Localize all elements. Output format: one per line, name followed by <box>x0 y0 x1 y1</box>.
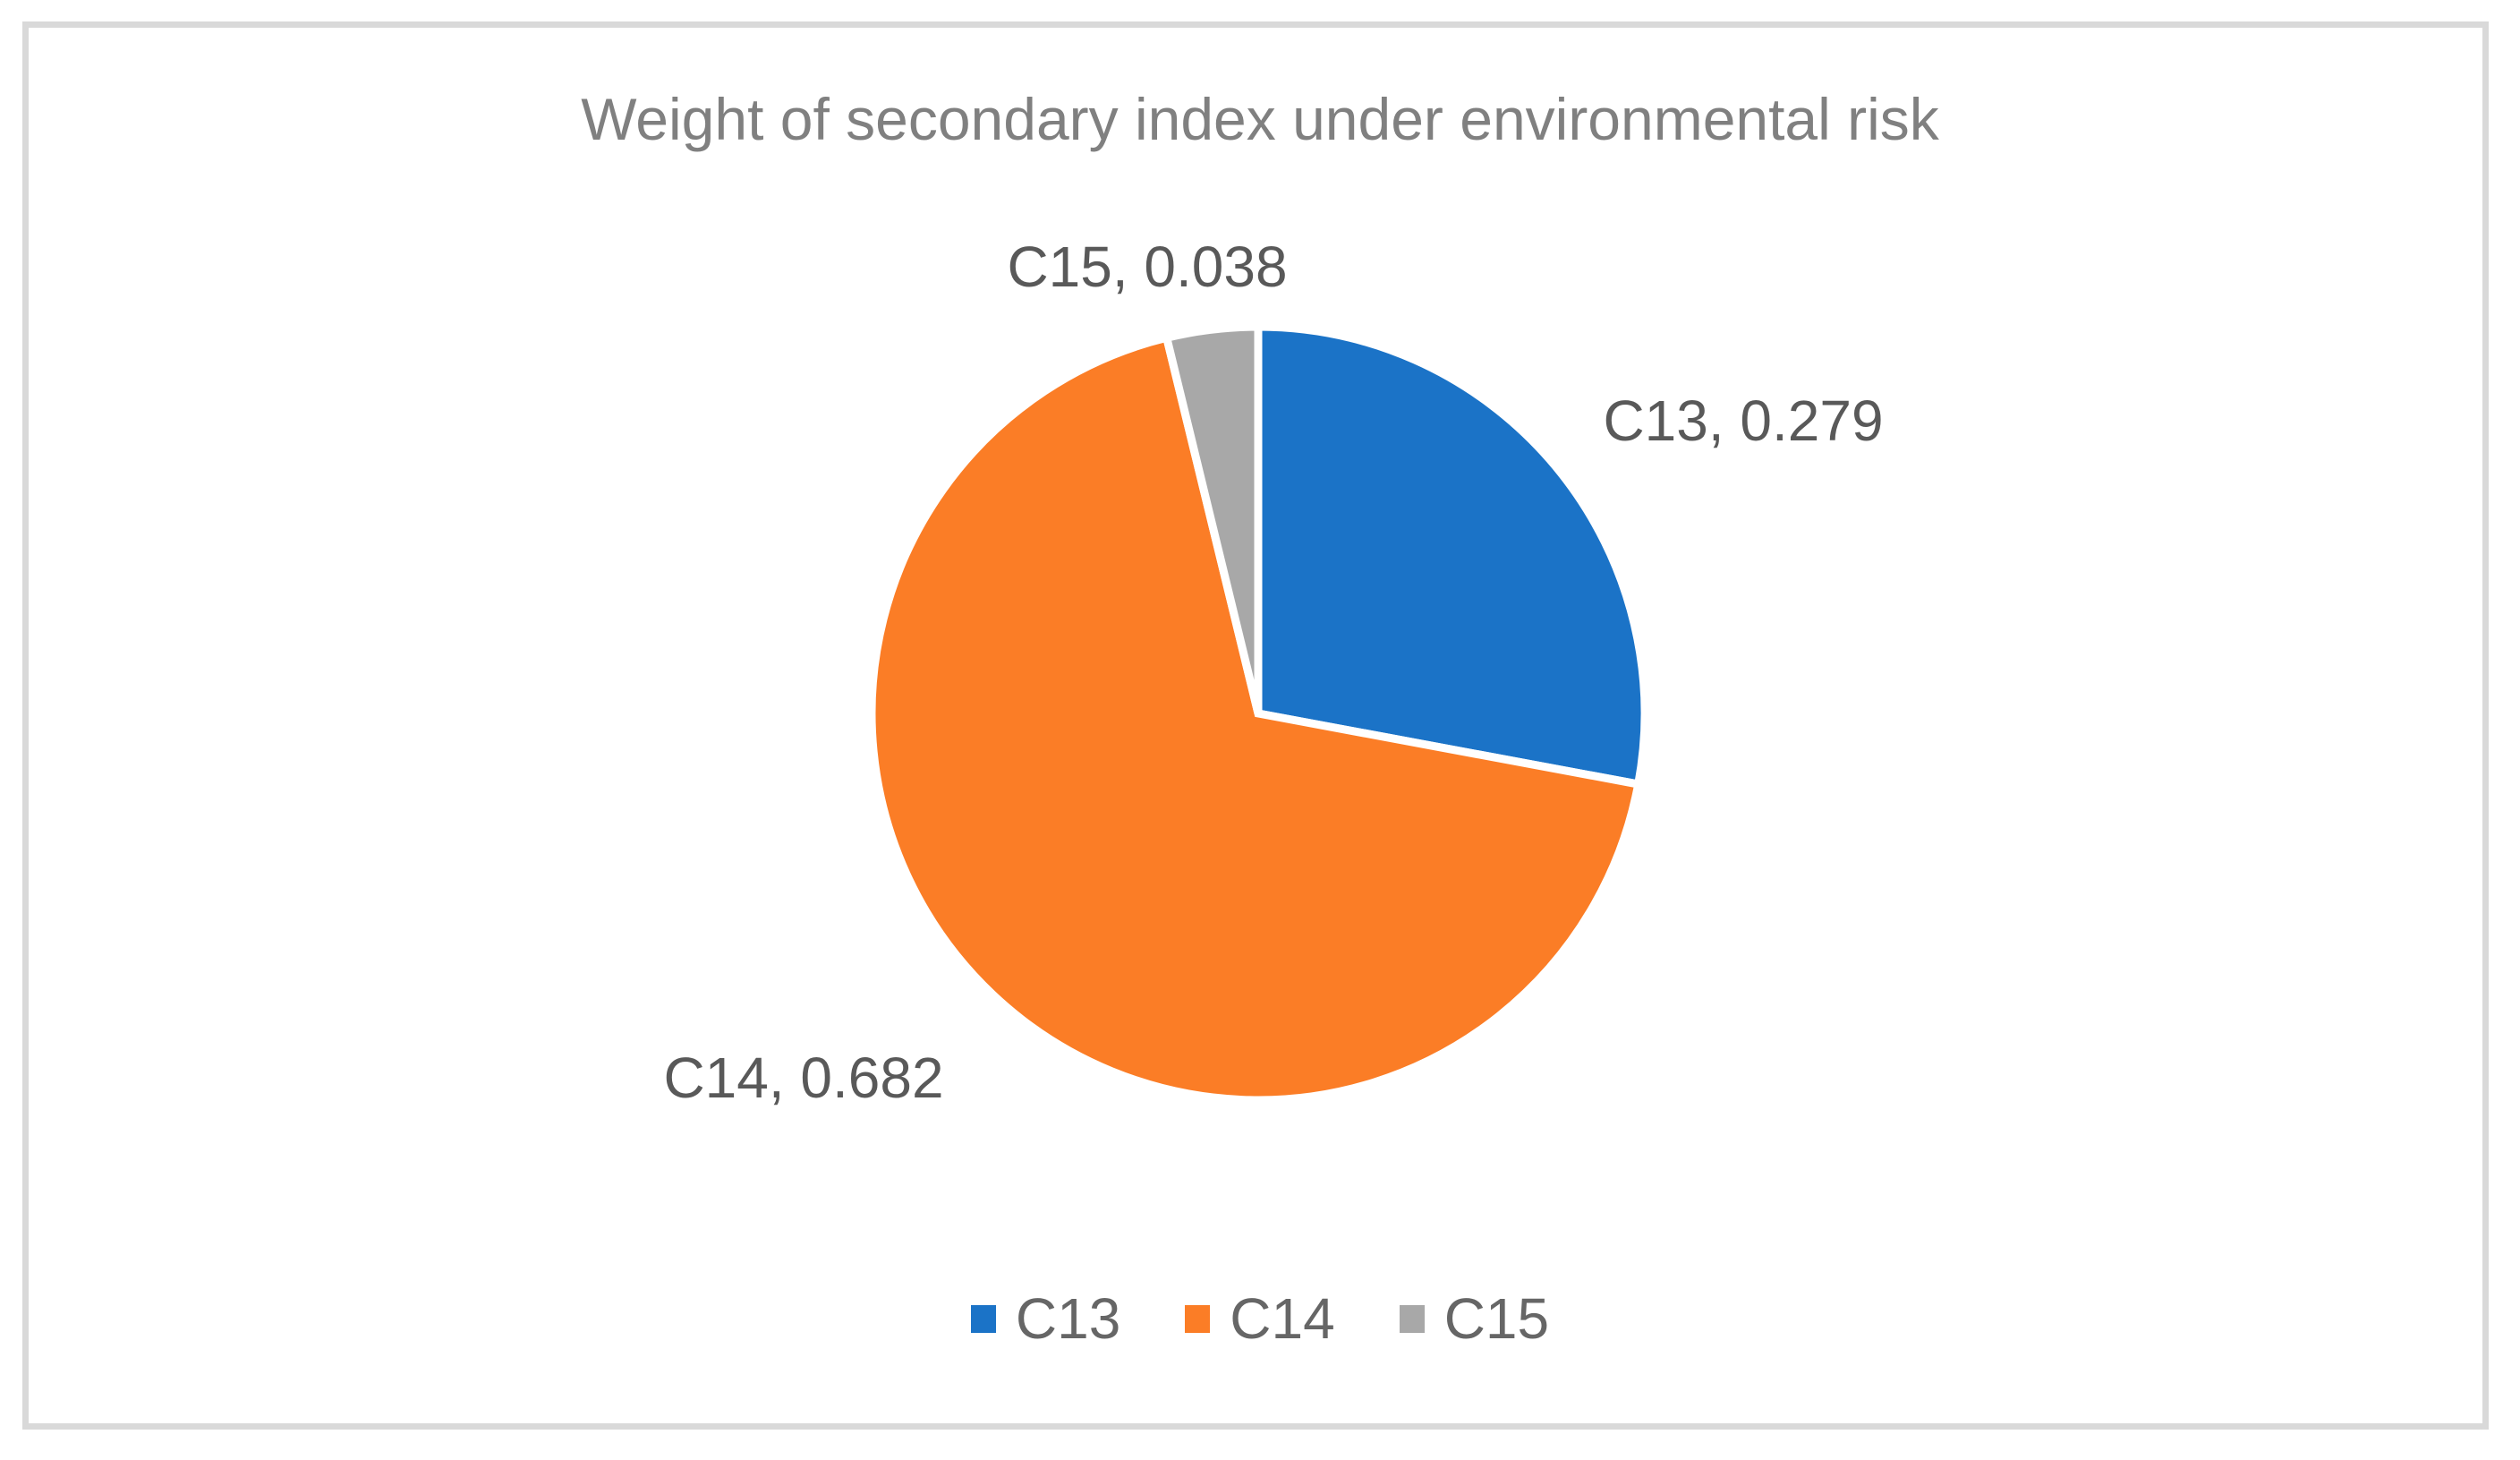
legend-item-c13: C13 <box>970 1286 1121 1351</box>
legend-swatch-c15-icon <box>1399 1304 1425 1333</box>
data-label-c15: C15, 0.038 <box>1007 235 1288 299</box>
data-label-c14: C14, 0.682 <box>663 1046 944 1110</box>
legend: C13 C14 C15 <box>0 1286 2520 1351</box>
legend-item-c14: C14 <box>1185 1286 1335 1351</box>
pie-slice-c13 <box>1254 322 1649 790</box>
legend-swatch-c14-icon <box>1185 1304 1211 1333</box>
chart-title: Weight of secondary index under environm… <box>581 86 1939 152</box>
legend-item-c15: C15 <box>1399 1286 1550 1351</box>
legend-swatch-c13-icon <box>970 1304 996 1333</box>
pie-slice-c14 <box>867 332 1643 1105</box>
legend-label-c14: C14 <box>1230 1286 1335 1351</box>
data-label-c13: C13, 0.279 <box>1603 388 1884 453</box>
legend-label-c15: C15 <box>1443 1286 1550 1351</box>
pie-slice-c15 <box>1162 322 1263 715</box>
legend-label-c13: C13 <box>1015 1286 1121 1351</box>
